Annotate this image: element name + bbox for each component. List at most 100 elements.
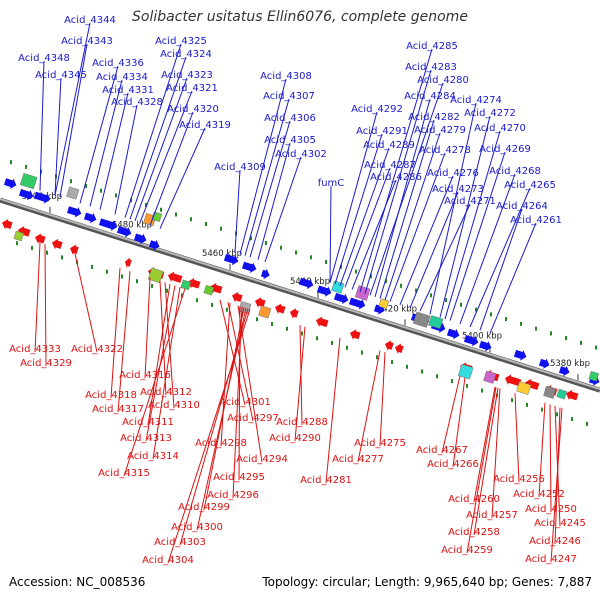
bottom-gene-label: Acid_4252 bbox=[513, 489, 565, 500]
bottom-gene-label-leader bbox=[325, 337, 341, 484]
track-tick bbox=[160, 207, 162, 212]
forward-gene-arrow bbox=[133, 233, 147, 245]
bottom-gene-label: Acid_4313 bbox=[120, 433, 172, 444]
track-tick bbox=[205, 221, 207, 226]
forward-gene-arrow bbox=[348, 297, 366, 310]
track-tick bbox=[151, 283, 153, 288]
forward-gene-arrow bbox=[83, 212, 97, 224]
track-tick bbox=[280, 245, 282, 250]
map-title: Solibacter usitatus Ellin6076, complete … bbox=[132, 9, 468, 25]
track-tick bbox=[355, 269, 357, 274]
track-tick bbox=[190, 217, 192, 222]
top-gene-label-leader bbox=[339, 147, 390, 286]
track-tick bbox=[175, 212, 177, 217]
track-tick bbox=[475, 307, 477, 312]
top-gene-label-leader bbox=[54, 77, 62, 196]
track-tick bbox=[550, 331, 552, 336]
bottom-gene-label-leader bbox=[550, 408, 563, 563]
bottom-gene-label-leader bbox=[294, 326, 306, 442]
bottom-gene-label-leader bbox=[379, 352, 386, 447]
bottom-gene-label-leader bbox=[549, 404, 552, 513]
track-tick bbox=[556, 412, 558, 417]
track-tick bbox=[340, 264, 342, 269]
top-gene-label: Acid_4271 bbox=[444, 196, 496, 207]
top-gene-label: Acid_4283 bbox=[405, 62, 457, 73]
bottom-gene-label-leader bbox=[220, 302, 231, 447]
track-tick bbox=[445, 298, 447, 303]
track-tick bbox=[211, 302, 213, 307]
bottom-gene-label: Acid_4314 bbox=[127, 451, 179, 462]
scale-tick-label: 5420 kbp bbox=[377, 304, 417, 314]
track-tick bbox=[25, 164, 27, 169]
bottom-gene-label: Acid_4275 bbox=[354, 438, 406, 449]
bottom-gene-label: Acid_4277 bbox=[332, 454, 384, 465]
feature-box bbox=[428, 315, 444, 329]
forward-gene-arrow bbox=[241, 261, 257, 273]
bottom-gene-label: Acid_4296 bbox=[207, 490, 259, 501]
reverse-gene-arrow bbox=[232, 291, 243, 303]
bottom-gene-label-leader bbox=[110, 268, 121, 399]
top-gene-label-leader bbox=[244, 98, 290, 256]
top-gene-label-leader bbox=[329, 185, 332, 283]
top-gene-label: Acid_4279 bbox=[414, 125, 466, 136]
top-gene-label: Acid_4321 bbox=[166, 83, 218, 94]
track-tick bbox=[481, 388, 483, 393]
feature-box bbox=[147, 267, 164, 284]
top-gene-label-leader bbox=[419, 203, 471, 312]
forward-gene-arrow bbox=[478, 340, 492, 352]
forward-gene-arrow bbox=[223, 253, 239, 266]
forward-gene-arrow bbox=[298, 277, 314, 290]
bottom-gene-label: Acid_4298 bbox=[195, 438, 247, 449]
feature-box bbox=[516, 381, 532, 395]
track-tick bbox=[436, 374, 438, 379]
track-tick bbox=[490, 312, 492, 317]
bottom-gene-label: Acid_4295 bbox=[213, 472, 265, 483]
top-gene-label: Acid_4345 bbox=[35, 70, 87, 81]
top-gene-label-leader bbox=[364, 69, 432, 294]
track-tick bbox=[295, 250, 297, 255]
top-gene-label-leader bbox=[39, 60, 45, 191]
axis-highlight bbox=[0, 198, 600, 391]
track-tick bbox=[415, 288, 417, 293]
reverse-gene-arrow bbox=[316, 316, 329, 328]
feature-box bbox=[13, 230, 25, 242]
bottom-gene-label-leader bbox=[167, 309, 251, 564]
top-gene-label-leader bbox=[444, 130, 501, 320]
bottom-gene-label: Acid_4281 bbox=[300, 475, 352, 486]
bottom-gene-label: Acid_4297 bbox=[227, 413, 279, 424]
top-gene-label-leader bbox=[449, 151, 506, 321]
track-tick bbox=[121, 274, 123, 279]
track-tick bbox=[136, 279, 138, 284]
forward-gene-arrow bbox=[333, 292, 349, 305]
bottom-gene-label: Acid_4315 bbox=[98, 468, 150, 479]
reverse-gene-arrow bbox=[34, 233, 46, 244]
track-tick bbox=[406, 364, 408, 369]
track-tick bbox=[565, 336, 567, 341]
track-tick bbox=[325, 260, 327, 265]
forward-gene-arrow bbox=[33, 191, 51, 204]
forward-gene-arrow bbox=[513, 349, 527, 361]
top-gene-label-leader bbox=[409, 191, 459, 309]
top-gene-label: Acid_4274 bbox=[450, 95, 502, 106]
track-tick bbox=[310, 255, 312, 260]
top-gene-label-leader bbox=[459, 173, 516, 324]
feature-box bbox=[354, 285, 371, 301]
top-gene-label: Acid_4334 bbox=[96, 72, 148, 83]
bottom-gene-label: Acid_4303 bbox=[154, 537, 206, 548]
top-gene-label: Acid_4306 bbox=[264, 113, 316, 124]
bottom-gene-label-leader bbox=[514, 393, 520, 483]
feature-box bbox=[412, 311, 431, 328]
feature-box bbox=[66, 186, 80, 200]
top-gene-label-leader bbox=[399, 175, 454, 305]
track-tick bbox=[541, 407, 543, 412]
track-tick bbox=[430, 293, 432, 298]
bottom-gene-label: Acid_4311 bbox=[122, 417, 174, 428]
bottom-gene-label-leader bbox=[179, 308, 249, 546]
top-gene-label-leader bbox=[469, 187, 531, 328]
track-tick bbox=[226, 307, 228, 312]
top-gene-label: Acid_4305 bbox=[264, 135, 316, 146]
bottom-gene-label: Acid_4300 bbox=[171, 522, 223, 533]
top-gene-label-leader bbox=[369, 82, 444, 296]
bottom-gene-label-leader bbox=[144, 277, 151, 379]
track-tick bbox=[451, 379, 453, 384]
